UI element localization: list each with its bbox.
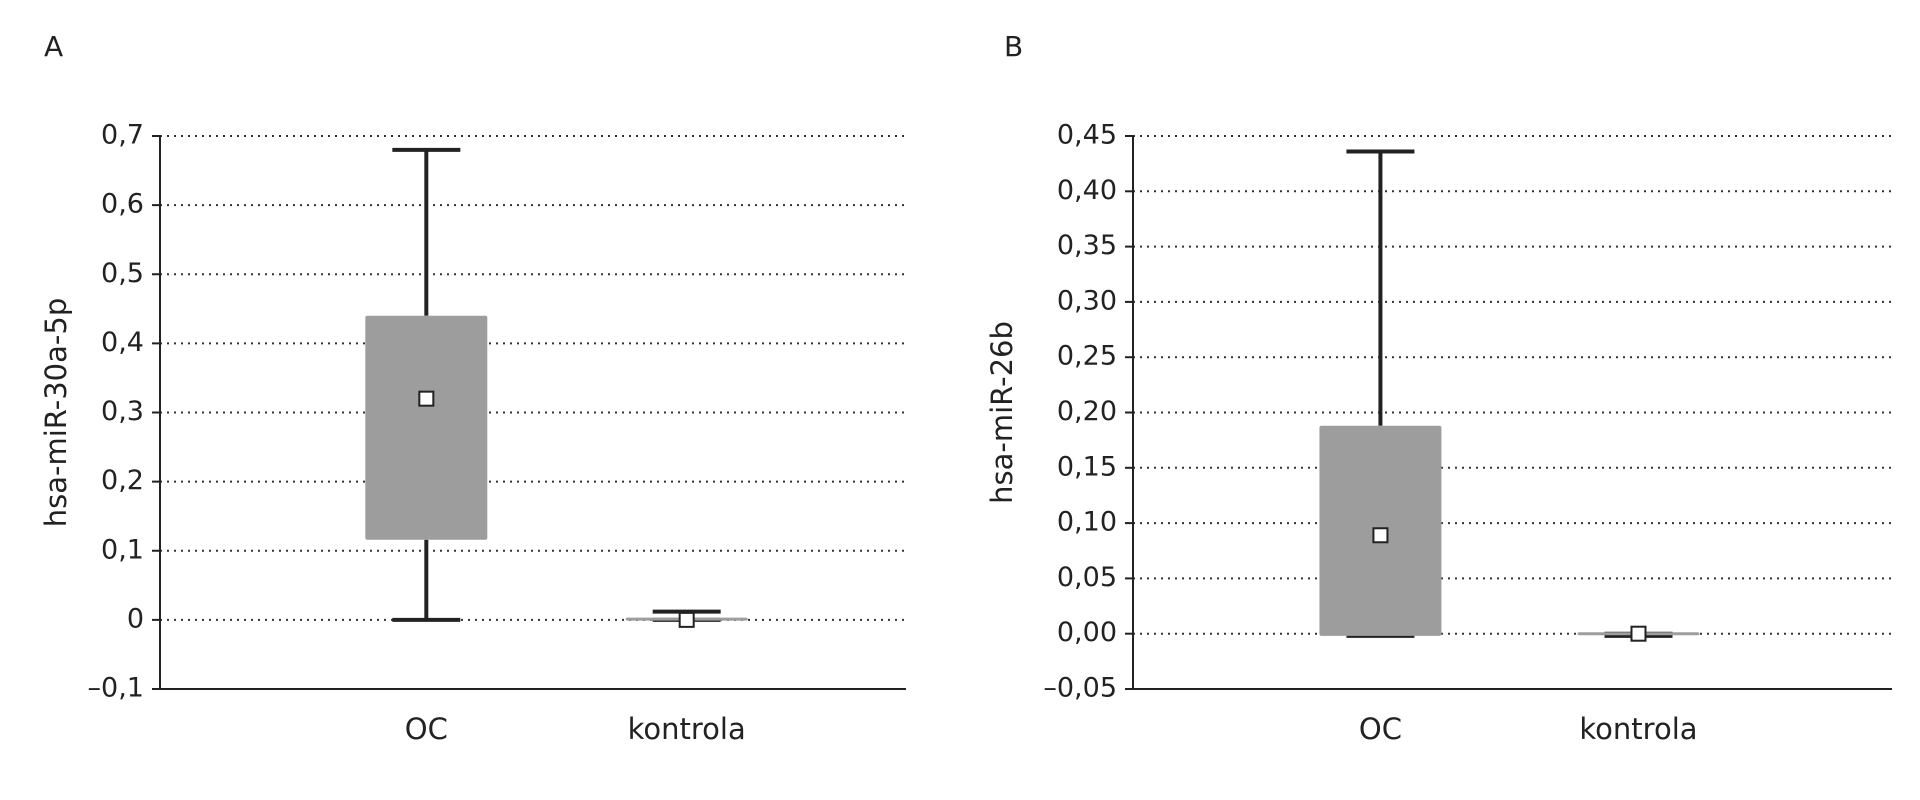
- y-axis-label: hsa-miR-26b: [985, 321, 1019, 504]
- panel-title: B: [1004, 30, 1023, 63]
- y-tick-label: 0,00: [1057, 617, 1117, 648]
- median-marker: [1630, 625, 1647, 642]
- y-axis-label: hsa-miR-30a-5p: [39, 298, 73, 527]
- y-tick-label: 0,6: [101, 189, 144, 220]
- panel-title: A: [44, 30, 63, 63]
- y-tick-label: 0,35: [1057, 230, 1117, 261]
- median-marker: [678, 611, 695, 628]
- median-marker: [1372, 527, 1389, 544]
- y-tick-label: –0,1: [88, 673, 144, 704]
- y-tick-label: 0,20: [1057, 396, 1117, 427]
- y-tick-label: 0,45: [1057, 120, 1117, 151]
- y-tick-label: 0,10: [1057, 507, 1117, 538]
- y-tick-label: 0,1: [101, 534, 144, 565]
- y-tick-label: 0,25: [1057, 341, 1117, 372]
- y-tick-label: 0,30: [1057, 285, 1117, 316]
- x-tick-label: OC: [1359, 712, 1402, 746]
- box: [365, 315, 488, 540]
- x-tick-label: kontrola: [628, 712, 746, 746]
- y-tick-label: 0,05: [1057, 562, 1117, 593]
- y-tick-label: 0,15: [1057, 451, 1117, 482]
- y-tick-label: 0,7: [101, 120, 144, 151]
- y-tick-label: 0,4: [101, 327, 144, 358]
- median-marker: [418, 390, 435, 407]
- y-tick-label: 0,2: [101, 465, 144, 496]
- y-tick-label: 0,40: [1057, 175, 1117, 206]
- x-tick-label: OC: [405, 712, 448, 746]
- y-tick-label: 0,3: [101, 396, 144, 427]
- y-tick-label: 0,5: [101, 258, 144, 289]
- y-tick-label: –0,05: [1043, 673, 1117, 704]
- y-tick-label: 0: [127, 603, 144, 634]
- x-tick-label: kontrola: [1579, 712, 1697, 746]
